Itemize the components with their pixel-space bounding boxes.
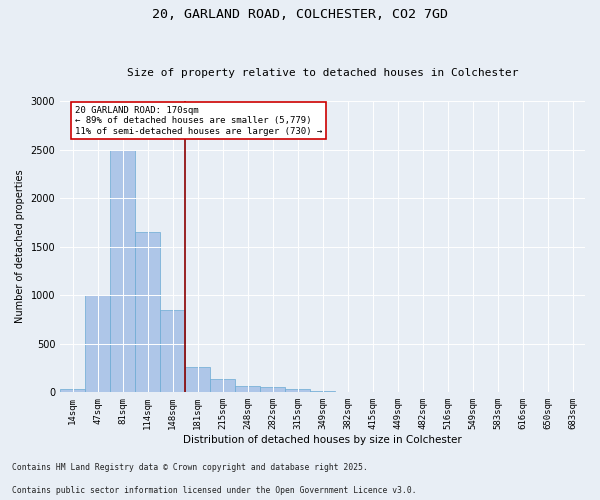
Bar: [260, 387, 285, 392]
Bar: [135, 232, 160, 392]
Bar: [235, 386, 260, 392]
Title: Size of property relative to detached houses in Colchester: Size of property relative to detached ho…: [127, 68, 518, 78]
Bar: [85, 295, 110, 392]
Text: Contains HM Land Registry data © Crown copyright and database right 2025.: Contains HM Land Registry data © Crown c…: [12, 464, 368, 472]
Text: 20, GARLAND ROAD, COLCHESTER, CO2 7GD: 20, GARLAND ROAD, COLCHESTER, CO2 7GD: [152, 8, 448, 20]
Text: 20 GARLAND ROAD: 170sqm
← 89% of detached houses are smaller (5,779)
11% of semi: 20 GARLAND ROAD: 170sqm ← 89% of detache…: [74, 106, 322, 136]
Bar: [60, 390, 85, 392]
Bar: [110, 150, 135, 392]
Bar: [285, 389, 310, 392]
Bar: [185, 367, 210, 392]
Bar: [160, 310, 185, 392]
Text: Contains public sector information licensed under the Open Government Licence v3: Contains public sector information licen…: [12, 486, 416, 495]
Y-axis label: Number of detached properties: Number of detached properties: [15, 170, 25, 324]
Bar: [210, 378, 235, 392]
X-axis label: Distribution of detached houses by size in Colchester: Distribution of detached houses by size …: [183, 435, 462, 445]
